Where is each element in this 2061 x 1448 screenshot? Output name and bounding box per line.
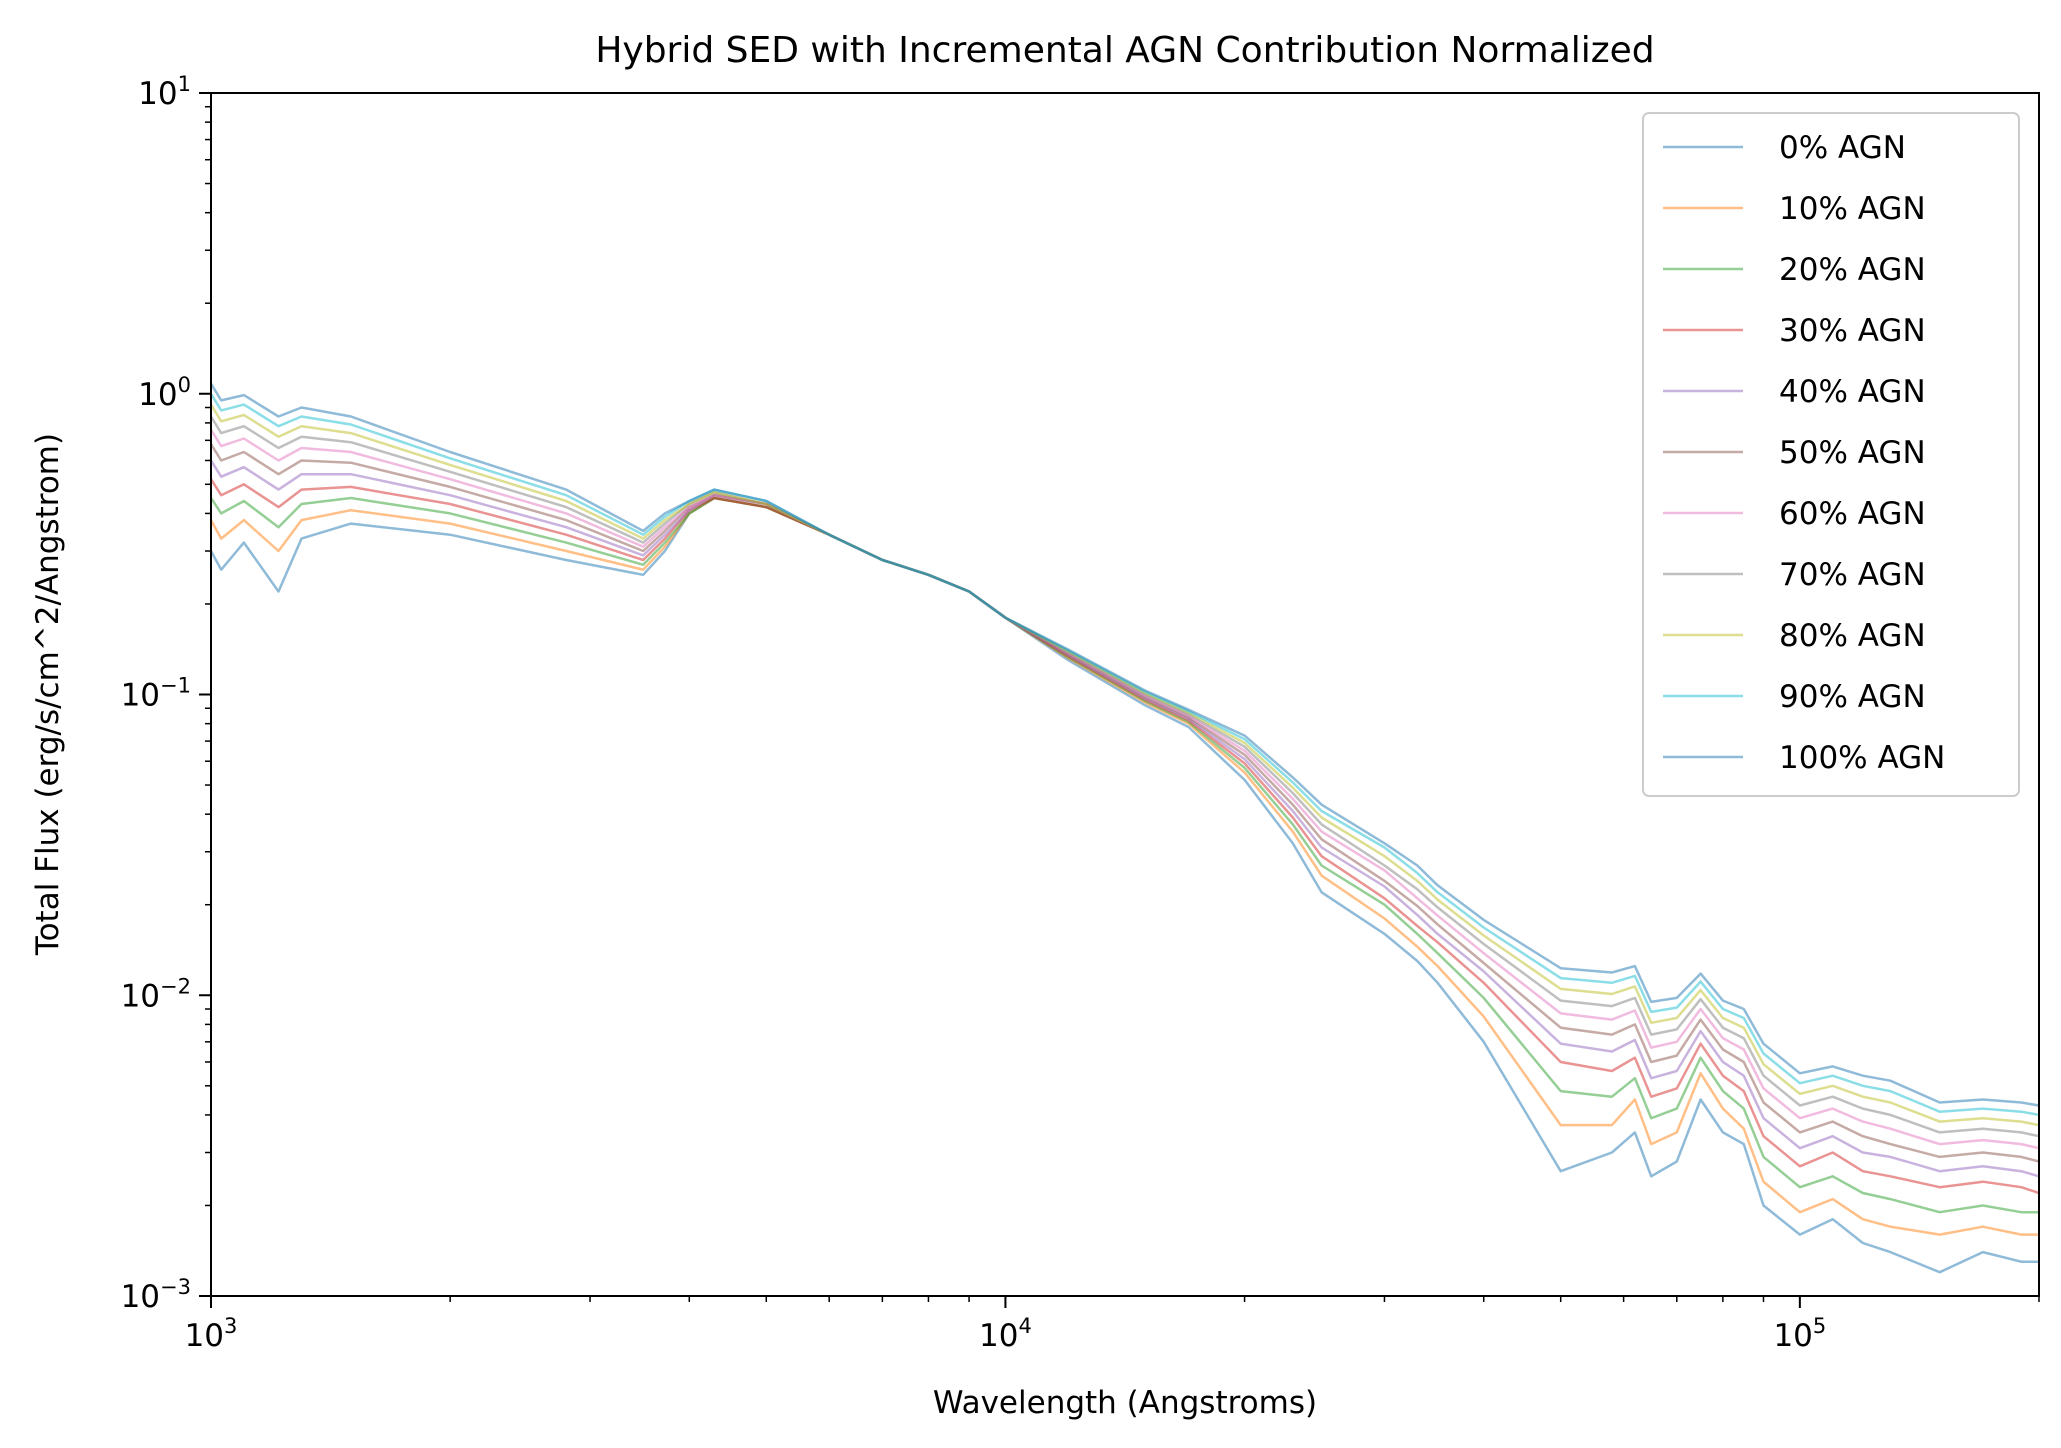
legend-label-0: 0% AGN — [1779, 130, 1906, 166]
legend-box — [1642, 112, 2020, 797]
series-line-3 — [211, 478, 2039, 1195]
legend-label-9: 90% AGN — [1779, 679, 1926, 715]
series-line-5 — [211, 443, 2039, 1163]
x-tick-label-2: 105 — [1773, 1314, 1826, 1354]
legend-label-8: 80% AGN — [1779, 618, 1926, 654]
y-axis-ticks: 101 100 10−1 10−2 10−3 — [121, 72, 211, 1315]
y-tick-label-3: 10−2 — [121, 974, 191, 1014]
legend-label-5: 50% AGN — [1779, 435, 1926, 471]
y-tick-label-4: 10−3 — [121, 1275, 191, 1315]
series-line-4 — [211, 459, 2039, 1178]
y-axis-label: Total Flux (erg/s/cm^2/Angstrom) — [30, 433, 66, 956]
series-line-9 — [211, 393, 2039, 1117]
series-group — [211, 383, 2039, 1274]
y-tick-label-0: 101 — [138, 72, 191, 112]
x-axis-ticks: 103 104 105 — [185, 1296, 2040, 1354]
chart-title: Hybrid SED with Incremental AGN Contribu… — [595, 30, 1654, 71]
x-tick-label-1: 104 — [979, 1314, 1032, 1354]
legend-items: 0% AGN 10% AGN 20% AGN 30% AGN 40% AGN 50% AG… — [1663, 130, 1945, 776]
y-tick-label-2: 10−1 — [121, 674, 191, 714]
legend-label-1: 10% AGN — [1779, 191, 1926, 227]
x-axis-label: Wavelength (Angstroms) — [933, 1385, 1317, 1421]
legend-label-4: 40% AGN — [1779, 374, 1926, 410]
series-line-6 — [211, 428, 2039, 1150]
series-line-2 — [211, 496, 2039, 1214]
legend-label-7: 70% AGN — [1779, 557, 1926, 593]
series-line-0 — [211, 496, 2039, 1274]
legend-label-3: 30% AGN — [1779, 313, 1926, 349]
series-line-8 — [211, 403, 2039, 1127]
plot-area — [210, 92, 2040, 1297]
series-line-7 — [211, 415, 2039, 1138]
series-line-1 — [211, 496, 2039, 1236]
y-tick-label-1: 100 — [138, 373, 191, 413]
x-tick-label-0: 103 — [185, 1314, 238, 1354]
legend-label-10: 100% AGN — [1779, 740, 1945, 776]
legend: 0% AGN 10% AGN 20% AGN 30% AGN 40% AGN 50% AG… — [1642, 112, 2020, 797]
series-line-10 — [211, 383, 2039, 1107]
legend-label-6: 60% AGN — [1779, 496, 1926, 532]
legend-label-2: 20% AGN — [1779, 252, 1926, 288]
